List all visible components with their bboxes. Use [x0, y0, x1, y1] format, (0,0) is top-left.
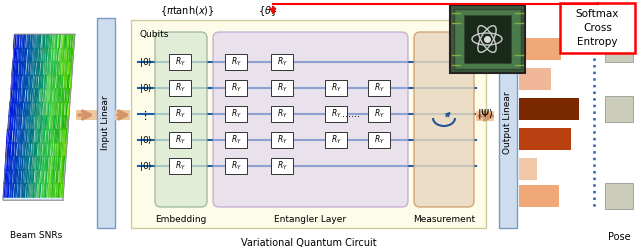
Text: $R_Y$: $R_Y$: [330, 82, 342, 94]
Text: $|\Psi\rangle$: $|\Psi\rangle$: [477, 107, 494, 121]
Text: $R_Y$: $R_Y$: [230, 134, 241, 146]
Text: $R_Y$: $R_Y$: [175, 82, 186, 94]
FancyBboxPatch shape: [155, 32, 207, 207]
Bar: [169, 132, 191, 148]
Text: Softmax
Cross
Entropy: Softmax Cross Entropy: [576, 9, 619, 47]
Text: $R_Y$: $R_Y$: [276, 82, 287, 94]
Text: ......: ......: [342, 109, 360, 119]
Text: $\{\pi\tanh(x)\}$: $\{\pi\tanh(x)\}$: [160, 4, 214, 18]
Text: Measurement: Measurement: [413, 215, 475, 224]
Bar: [519, 68, 551, 90]
Bar: [519, 185, 559, 207]
Text: $R_Y$: $R_Y$: [374, 134, 385, 146]
Bar: [605, 183, 633, 209]
Text: $R_Y$: $R_Y$: [230, 82, 241, 94]
Bar: [225, 158, 247, 174]
Bar: [225, 54, 247, 70]
Bar: [169, 80, 191, 96]
Bar: [368, 106, 390, 122]
Text: $R_Y$: $R_Y$: [175, 56, 186, 68]
Text: $R_Y$: $R_Y$: [175, 108, 186, 120]
Text: $R_Y$: $R_Y$: [330, 134, 342, 146]
Bar: [519, 128, 571, 150]
Bar: [368, 80, 390, 96]
Text: $|0\rangle$: $|0\rangle$: [139, 160, 152, 172]
Bar: [225, 132, 247, 148]
Bar: [454, 9, 521, 69]
Text: $R_Y$: $R_Y$: [374, 82, 385, 94]
Text: $R_Y$: $R_Y$: [276, 160, 287, 172]
Bar: [519, 98, 579, 120]
Bar: [271, 106, 293, 122]
Bar: [76, 110, 97, 120]
Polygon shape: [3, 34, 75, 200]
Text: $\{\theta\}$: $\{\theta\}$: [259, 4, 278, 18]
Text: $R_Y$: $R_Y$: [230, 56, 241, 68]
Bar: [499, 18, 517, 228]
Text: $R_Y$: $R_Y$: [230, 108, 241, 120]
Bar: [225, 80, 247, 96]
Bar: [464, 15, 511, 63]
Bar: [325, 106, 347, 122]
Bar: [97, 18, 115, 228]
Text: Output Linear: Output Linear: [504, 92, 513, 154]
Text: $\vdots$: $\vdots$: [139, 108, 147, 122]
Text: $|0\rangle$: $|0\rangle$: [139, 82, 152, 95]
Bar: [560, 3, 635, 53]
Bar: [169, 158, 191, 174]
Text: $R_Y$: $R_Y$: [276, 108, 287, 120]
Bar: [325, 132, 347, 148]
Text: Pose: Pose: [608, 232, 630, 242]
Bar: [225, 106, 247, 122]
Text: Embedding: Embedding: [156, 215, 207, 224]
Text: $R_Y$: $R_Y$: [276, 56, 287, 68]
Text: Entangler Layer: Entangler Layer: [275, 215, 347, 224]
Bar: [605, 36, 633, 62]
Text: $R_Y$: $R_Y$: [175, 160, 186, 172]
Bar: [115, 110, 130, 120]
Bar: [271, 80, 293, 96]
Text: $R_Y$: $R_Y$: [276, 134, 287, 146]
Bar: [271, 54, 293, 70]
Bar: [450, 5, 525, 73]
Text: Input Linear: Input Linear: [102, 96, 111, 150]
Text: $R_Y$: $R_Y$: [330, 108, 342, 120]
Bar: [325, 80, 347, 96]
Bar: [169, 54, 191, 70]
Bar: [271, 158, 293, 174]
Bar: [131, 20, 486, 228]
Bar: [476, 111, 494, 121]
Text: $|0\rangle$: $|0\rangle$: [139, 133, 152, 146]
Text: $|0\rangle$: $|0\rangle$: [139, 56, 152, 68]
Bar: [519, 38, 561, 60]
Text: Qubits: Qubits: [139, 29, 168, 39]
Bar: [169, 106, 191, 122]
Text: $R_Y$: $R_Y$: [175, 134, 186, 146]
Text: $R_Y$: $R_Y$: [230, 160, 241, 172]
FancyBboxPatch shape: [213, 32, 408, 207]
Text: Variational Quantum Circuit: Variational Quantum Circuit: [241, 238, 376, 247]
Bar: [368, 132, 390, 148]
Bar: [519, 158, 537, 180]
Text: $R_Y$: $R_Y$: [374, 108, 385, 120]
FancyBboxPatch shape: [414, 32, 474, 207]
Bar: [271, 132, 293, 148]
Bar: [605, 96, 633, 122]
Text: Beam SNRs: Beam SNRs: [10, 231, 62, 240]
